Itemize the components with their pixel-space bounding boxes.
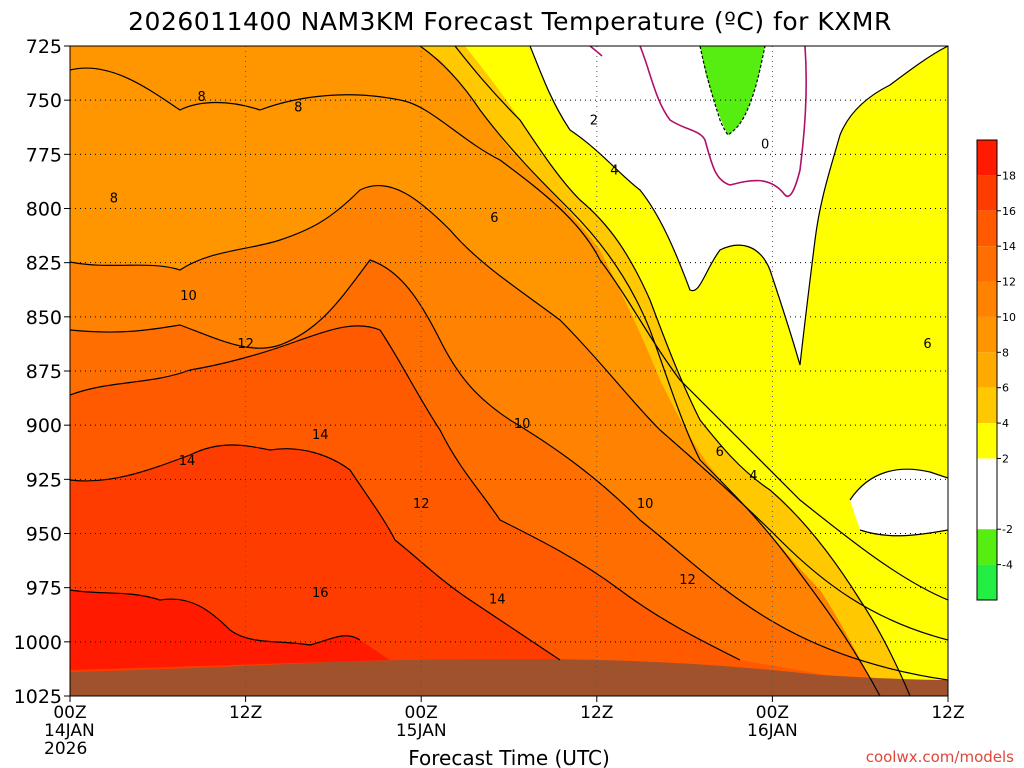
contour-label: 2 xyxy=(590,114,598,129)
contour-label: 14 xyxy=(489,593,506,608)
contour-line-minus2 xyxy=(699,46,766,136)
contour-line-14 xyxy=(70,325,741,661)
colorbar-swatch xyxy=(977,387,997,424)
colorbar-label: 10 xyxy=(1002,311,1016,324)
colorbar-legend: 18 16 14 12 10 8 6 4 2 -2 -4 xyxy=(976,139,1016,601)
x-tick-label: 12Z xyxy=(229,703,262,723)
x-tick-label: 16JAN xyxy=(747,721,798,741)
colorbar-label: 12 xyxy=(1002,276,1016,289)
colorbar-swatch xyxy=(977,210,997,247)
y-tick-label: 850 xyxy=(26,307,62,329)
contour-label: 8 xyxy=(110,192,118,207)
contour-labels: 8 8 8 10 12 14 14 16 12 10 6 2 4 0 6 4 10 12 14 6 xyxy=(110,90,932,608)
contour-label: 16 xyxy=(312,586,329,601)
temp-band-0-2 xyxy=(530,46,948,365)
contour-label: 12 xyxy=(679,573,696,588)
temp-band-2-4 xyxy=(455,46,948,696)
colorbar-label: 14 xyxy=(1002,240,1016,253)
colorbar-label: -4 xyxy=(1002,559,1013,572)
y-axis: 725 750 775 800 825 850 875 900 925 950 975 1000 102… xyxy=(14,36,70,708)
contour-line-18 xyxy=(70,589,361,646)
temp-band-0-2-patch xyxy=(850,469,948,536)
x-axis-title: Forecast Time (UTC) xyxy=(408,746,610,768)
contour-label: 8 xyxy=(294,101,302,116)
colorbar-swatch xyxy=(977,140,997,176)
contour-line-16 xyxy=(70,444,561,661)
y-tick-label: 750 xyxy=(26,90,62,112)
colorbar-swatch xyxy=(977,493,997,530)
y-tick-label: 825 xyxy=(26,253,62,275)
y-tick-label: 975 xyxy=(26,578,62,600)
contour-label: 0 xyxy=(761,138,769,153)
colorbar-swatch xyxy=(977,458,997,494)
y-tick-label: 875 xyxy=(26,361,62,383)
chart-title: 2026011400 NAM3KM Forecast Temperature (… xyxy=(128,7,892,36)
colorbar-swatch xyxy=(977,564,997,600)
contour-label: 14 xyxy=(179,454,196,469)
colorbar-label: 4 xyxy=(1002,417,1009,430)
x-tick-label: 00Z xyxy=(405,703,438,723)
x-tick-label: 14JAN xyxy=(44,721,95,741)
y-tick-label: 775 xyxy=(26,144,62,166)
grid-lines xyxy=(70,46,948,696)
y-tick-label: 925 xyxy=(26,469,62,491)
colorbar-label: -2 xyxy=(1002,523,1013,536)
y-tick-label: 725 xyxy=(26,36,62,58)
y-tick-label: 950 xyxy=(26,524,62,546)
colorbar-swatch xyxy=(977,352,997,388)
x-tick-label: 12Z xyxy=(931,703,964,723)
colorbar-swatch xyxy=(977,246,997,282)
colorbar-label: 8 xyxy=(1002,346,1009,359)
y-tick-label: 800 xyxy=(26,199,62,221)
contour-label: 14 xyxy=(312,428,329,443)
y-tick-label: 1000 xyxy=(14,632,62,654)
colorbar-frame xyxy=(976,139,998,601)
contour-label: 10 xyxy=(514,417,531,432)
terrain-ground xyxy=(70,658,948,696)
x-tick-label: 00Z xyxy=(756,703,789,723)
contour-label: 8 xyxy=(198,90,206,105)
contour-label: 12 xyxy=(237,337,254,352)
credit-text: coolwx.com/models xyxy=(866,748,1014,766)
colorbar-swatch xyxy=(977,529,997,565)
x-tick-label: 00Z xyxy=(53,703,86,723)
contour-line-2 xyxy=(529,46,948,366)
y-tick-label: 900 xyxy=(26,415,62,437)
x-tick-label: 12Z xyxy=(580,703,613,723)
colorbar-swatch xyxy=(977,281,997,317)
x-tick-label: 15JAN xyxy=(396,721,447,741)
contour-label: 6 xyxy=(490,211,498,226)
colorbar-swatch xyxy=(977,175,997,211)
contour-lines xyxy=(70,46,948,696)
colorbar-swatch xyxy=(977,316,997,353)
colorbar-label: 6 xyxy=(1002,382,1009,395)
temp-band-minus2-0 xyxy=(700,46,765,135)
contour-line-4 xyxy=(454,46,911,696)
colorbar-label: 18 xyxy=(1002,169,1016,182)
contour-line-6 xyxy=(419,46,881,696)
plot-field xyxy=(70,46,948,696)
contour-label: 12 xyxy=(413,497,430,512)
contour-line-12 xyxy=(70,259,948,681)
contour-line-10 xyxy=(70,184,948,641)
contour-label: 4 xyxy=(749,469,757,484)
x-tick-label: 2026 xyxy=(44,739,87,759)
colorbar-swatch xyxy=(977,423,997,459)
contour-line-8 xyxy=(70,67,948,601)
contour-label: 10 xyxy=(180,289,197,304)
contour-line-2-patch xyxy=(849,468,948,537)
colorbar-label: 16 xyxy=(1002,205,1016,218)
contour-label: 10 xyxy=(637,497,654,512)
colorbar-label: 2 xyxy=(1002,452,1009,465)
contour-label: 4 xyxy=(610,164,618,179)
contour-label: 6 xyxy=(923,337,931,352)
contour-label: 6 xyxy=(716,445,724,460)
y-tick-label: 1025 xyxy=(14,686,62,708)
